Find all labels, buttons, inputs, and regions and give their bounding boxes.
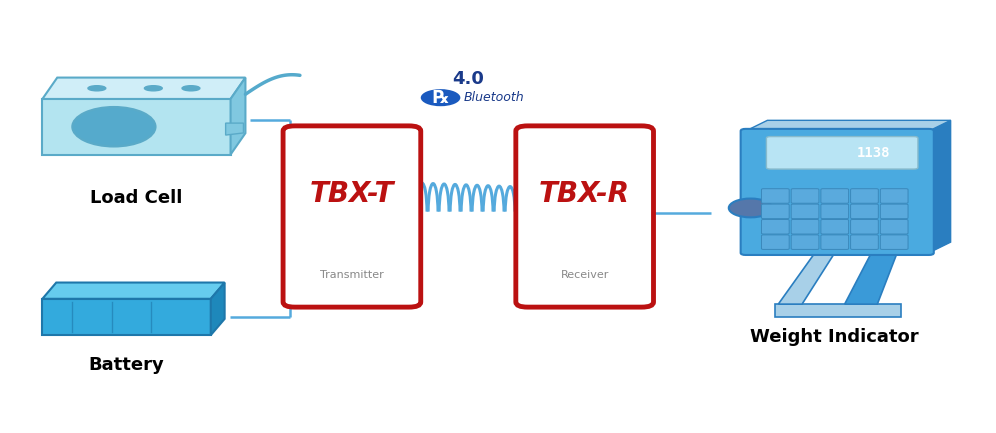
FancyBboxPatch shape — [851, 220, 878, 234]
Polygon shape — [746, 120, 950, 131]
FancyBboxPatch shape — [880, 235, 908, 249]
Text: Load Cell: Load Cell — [91, 189, 182, 207]
FancyBboxPatch shape — [791, 220, 819, 234]
Ellipse shape — [73, 107, 155, 146]
Text: Bluetooth: Bluetooth — [463, 91, 524, 104]
Text: ℞: ℞ — [432, 89, 448, 107]
FancyBboxPatch shape — [821, 204, 849, 219]
Ellipse shape — [144, 86, 162, 91]
FancyBboxPatch shape — [880, 189, 908, 203]
FancyBboxPatch shape — [762, 235, 789, 249]
Text: Weight Indicator: Weight Indicator — [750, 328, 919, 346]
FancyBboxPatch shape — [741, 129, 934, 255]
Polygon shape — [211, 283, 225, 335]
FancyBboxPatch shape — [762, 220, 789, 234]
FancyBboxPatch shape — [880, 204, 908, 219]
FancyBboxPatch shape — [880, 220, 908, 234]
Circle shape — [420, 89, 460, 106]
Polygon shape — [775, 304, 901, 317]
Polygon shape — [43, 299, 211, 335]
FancyBboxPatch shape — [851, 235, 878, 249]
Text: 4.0: 4.0 — [452, 70, 484, 88]
Polygon shape — [226, 123, 243, 135]
Text: Transmitter: Transmitter — [320, 270, 383, 280]
Polygon shape — [43, 78, 245, 99]
Polygon shape — [845, 253, 897, 304]
Polygon shape — [929, 120, 950, 253]
Ellipse shape — [88, 86, 106, 91]
FancyBboxPatch shape — [791, 204, 819, 219]
Polygon shape — [231, 78, 245, 155]
FancyBboxPatch shape — [766, 136, 918, 169]
FancyBboxPatch shape — [283, 126, 420, 307]
FancyBboxPatch shape — [851, 204, 878, 219]
FancyBboxPatch shape — [762, 189, 789, 203]
FancyBboxPatch shape — [851, 189, 878, 203]
Ellipse shape — [182, 86, 200, 91]
Text: TBX-R: TBX-R — [539, 180, 630, 208]
FancyBboxPatch shape — [821, 189, 849, 203]
FancyBboxPatch shape — [821, 220, 849, 234]
Circle shape — [729, 199, 772, 217]
Text: 1138: 1138 — [857, 146, 890, 160]
FancyBboxPatch shape — [821, 235, 849, 249]
FancyBboxPatch shape — [516, 126, 653, 307]
FancyBboxPatch shape — [791, 189, 819, 203]
FancyBboxPatch shape — [762, 204, 789, 219]
Text: Battery: Battery — [89, 356, 164, 375]
Polygon shape — [778, 253, 835, 304]
Polygon shape — [43, 283, 225, 299]
FancyBboxPatch shape — [791, 235, 819, 249]
Text: Receiver: Receiver — [561, 270, 609, 280]
Text: TBX-T: TBX-T — [310, 180, 394, 208]
Polygon shape — [43, 99, 231, 155]
